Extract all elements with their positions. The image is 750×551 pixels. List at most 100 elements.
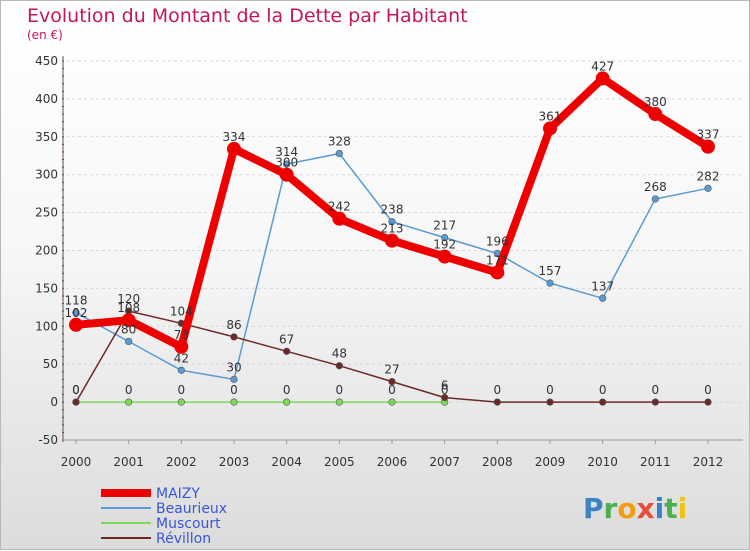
y-tick-label: 350 xyxy=(35,130,58,144)
data-label: 0 xyxy=(230,383,238,397)
data-point xyxy=(599,294,607,302)
data-point xyxy=(441,393,449,402)
data-label: 300 xyxy=(275,156,298,170)
x-tick-label: 2006 xyxy=(377,455,408,469)
y-tick-label: 150 xyxy=(35,281,58,295)
data-point xyxy=(72,398,80,406)
data-label: 86 xyxy=(226,318,241,332)
data-label: 102 xyxy=(65,306,88,320)
data-point xyxy=(177,366,185,374)
x-tick-label: 2009 xyxy=(535,455,566,469)
data-point xyxy=(388,378,396,386)
data-point xyxy=(543,121,557,136)
logo-letter: x xyxy=(637,492,655,525)
data-label: 137 xyxy=(591,279,614,293)
logo-letter: P xyxy=(583,492,604,525)
data-point xyxy=(388,218,396,226)
data-point xyxy=(174,339,189,354)
data-label: 337 xyxy=(697,128,720,142)
x-tick-label: 2003 xyxy=(219,455,250,469)
data-label: 104 xyxy=(170,304,193,318)
y-tick-label: 300 xyxy=(35,168,58,182)
data-point xyxy=(599,398,607,406)
data-point xyxy=(227,141,241,156)
data-point xyxy=(388,398,396,406)
data-label: 48 xyxy=(332,347,347,361)
chart-subtitle: (en €) xyxy=(27,28,63,42)
data-label: 67 xyxy=(279,332,294,346)
data-label: 238 xyxy=(381,203,404,217)
data-point xyxy=(125,337,133,346)
y-tick-label: 400 xyxy=(35,92,58,106)
y-tick-label: -50 xyxy=(38,433,58,447)
data-point xyxy=(704,184,712,192)
data-point xyxy=(230,398,238,406)
data-point xyxy=(651,195,659,203)
x-tick-label: 2001 xyxy=(113,455,144,469)
data-label: 0 xyxy=(546,383,554,397)
logo-letter: t xyxy=(664,492,677,525)
data-point xyxy=(121,313,136,328)
logo-letter: r xyxy=(604,492,618,525)
data-label: 268 xyxy=(644,180,667,194)
data-point xyxy=(701,139,715,154)
logo-letter: i xyxy=(655,492,665,525)
logo-letter: o xyxy=(617,492,636,525)
data-label: 0 xyxy=(494,383,502,397)
data-label: 0 xyxy=(599,383,607,397)
data-label: 314 xyxy=(275,145,298,159)
data-point xyxy=(651,398,659,406)
data-label: 171 xyxy=(486,253,509,267)
data-point xyxy=(279,167,294,182)
y-tick-label: 50 xyxy=(43,357,58,371)
data-point xyxy=(332,211,347,226)
data-label: 6 xyxy=(441,379,449,393)
data-label: 0 xyxy=(388,383,396,397)
data-point xyxy=(437,249,452,264)
data-point xyxy=(704,398,712,406)
data-label: 73 xyxy=(174,328,189,342)
data-label: 120 xyxy=(117,292,140,306)
data-point xyxy=(595,71,610,86)
data-point xyxy=(230,375,238,383)
data-point xyxy=(385,233,399,248)
data-label: 0 xyxy=(178,383,186,397)
data-point xyxy=(546,279,554,287)
legend-label: Révillon xyxy=(156,531,211,547)
data-label: 157 xyxy=(539,264,562,278)
data-label: 0 xyxy=(283,383,291,397)
data-label: 0 xyxy=(704,383,712,397)
data-label: 0 xyxy=(72,383,80,397)
chart-title: Evolution du Montant de la Dette par Hab… xyxy=(27,5,468,27)
data-label: 27 xyxy=(384,363,399,377)
data-label: 0 xyxy=(441,383,449,397)
data-point xyxy=(230,333,238,341)
data-label: 80 xyxy=(121,322,136,336)
x-tick-label: 2007 xyxy=(429,455,460,469)
data-label: 118 xyxy=(65,294,88,308)
y-tick-label: 450 xyxy=(35,54,58,68)
data-point xyxy=(648,107,663,122)
logo-letter: i xyxy=(678,492,688,525)
data-point xyxy=(177,398,185,406)
data-label: 0 xyxy=(72,383,80,397)
data-point xyxy=(335,398,343,406)
data-point xyxy=(283,160,291,168)
legend-label: MAIZY xyxy=(156,486,200,502)
data-label: 42 xyxy=(174,351,189,365)
label-layer: 102 1087333430024221319217136142738033711… xyxy=(65,59,720,397)
data-point xyxy=(335,362,343,370)
data-label: 328 xyxy=(328,134,351,148)
y-tick-label: 250 xyxy=(35,206,58,220)
data-label: 0 xyxy=(125,383,133,397)
data-point xyxy=(283,347,291,355)
data-label: 108 xyxy=(117,301,140,315)
x-tick-label: 2011 xyxy=(640,455,671,469)
data-label: 427 xyxy=(591,59,614,73)
data-label: 196 xyxy=(486,235,509,249)
data-point xyxy=(69,317,83,332)
data-label: 282 xyxy=(697,169,720,183)
